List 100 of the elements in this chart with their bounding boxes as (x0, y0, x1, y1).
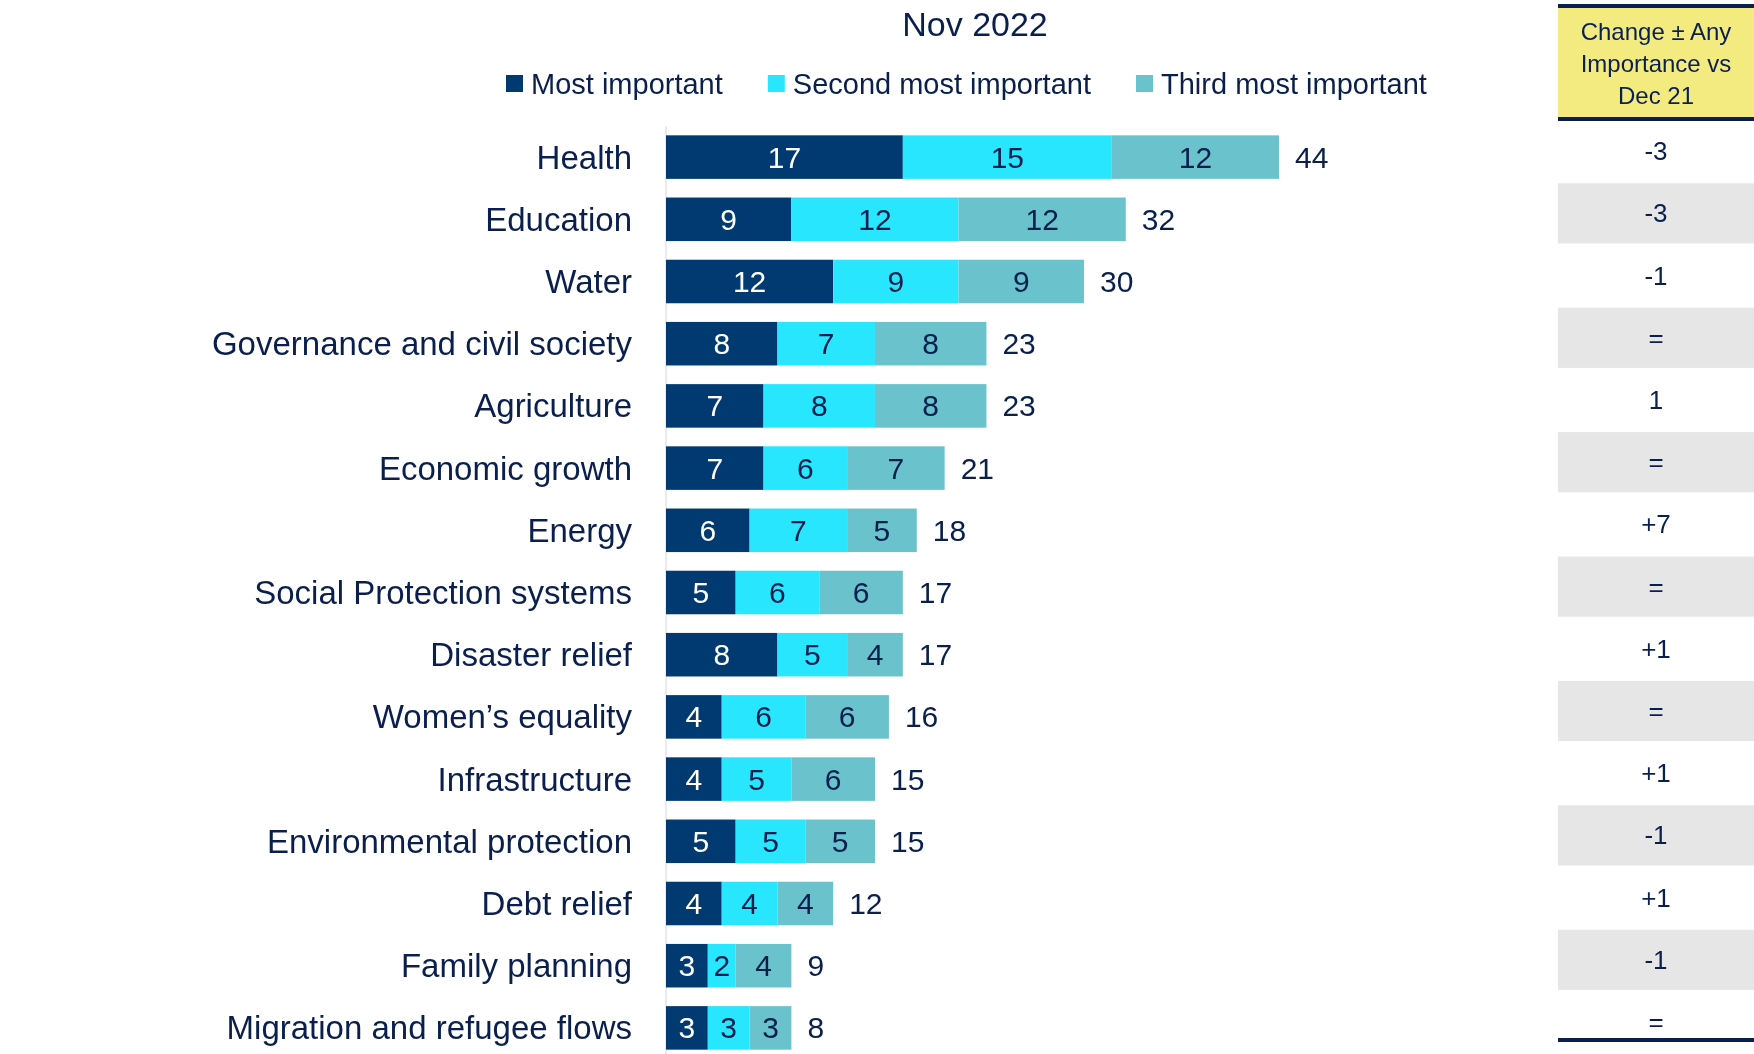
data-label: 5 (803, 638, 821, 672)
bar (777, 632, 848, 677)
total-label: 16 (904, 700, 939, 734)
data-label: 5 (831, 824, 849, 858)
bar (1111, 135, 1279, 179)
bar (666, 757, 722, 801)
data-label: 4 (741, 887, 758, 920)
bar (666, 819, 736, 864)
y-tick-label: Water (545, 263, 632, 301)
bar (749, 508, 848, 553)
data-label: 4 (685, 762, 703, 796)
data-label: 6 (852, 576, 870, 609)
bar (735, 943, 792, 988)
text: -3 (1644, 198, 1668, 229)
bar (805, 695, 889, 739)
bar (666, 197, 792, 242)
data-label: 5 (748, 762, 765, 796)
legend-label: Third most important (1161, 68, 1427, 101)
total-label: 9 (807, 949, 825, 983)
y-tick-label: Social Protection systems (254, 574, 632, 612)
data-label: 12 (858, 202, 892, 236)
text: -3 (1644, 136, 1668, 167)
total-label: 17 (918, 638, 953, 672)
bar (874, 384, 987, 428)
text: = (1648, 447, 1664, 478)
bar (777, 321, 875, 366)
data-label: 4 (685, 700, 703, 734)
data-label: 8 (922, 327, 940, 361)
bar (805, 819, 875, 864)
text: = (1648, 322, 1664, 353)
data-label: 5 (762, 824, 779, 858)
bar (666, 384, 764, 428)
total-label: 23 (1002, 327, 1036, 361)
y-tick-label: Education (485, 200, 632, 238)
text: +1 (1641, 882, 1671, 913)
y-tick-label: Agriculture (474, 387, 632, 425)
total-label: 12 (849, 887, 883, 920)
data-label: 7 (887, 451, 905, 485)
y-tick-label: Debt relief (481, 885, 633, 923)
y-tick-label: Women’s equality (372, 698, 633, 736)
data-label: 8 (810, 389, 828, 423)
data-label: 6 (769, 576, 786, 609)
text: Change ± Any Importance vs Dec 21 (1580, 18, 1732, 110)
data-label: 4 (685, 887, 703, 920)
data-label: 6 (755, 700, 772, 734)
bar (666, 943, 708, 988)
bar (735, 819, 806, 864)
bar (666, 695, 722, 739)
bar (847, 632, 903, 677)
text: -1 (1644, 944, 1668, 975)
total-label: 17 (918, 576, 953, 609)
data-label: 3 (720, 1011, 738, 1045)
data-label: 15 (990, 140, 1025, 174)
data-label: 6 (699, 513, 717, 547)
total-label: 15 (890, 824, 925, 858)
chart-title: Nov 2022 (902, 5, 1048, 43)
y-tick-label: Disaster relief (430, 636, 633, 674)
bar (666, 135, 903, 179)
text: 1 (1648, 385, 1664, 415)
data-label: 3 (762, 1011, 779, 1045)
data-label: 12 (1178, 140, 1213, 174)
bar (666, 570, 736, 615)
data-label: 7 (790, 513, 807, 547)
bar (958, 197, 1126, 242)
bar (721, 695, 806, 739)
bar (666, 321, 778, 366)
data-label: 9 (1012, 265, 1030, 298)
bar (666, 508, 750, 553)
data-label: 17 (767, 140, 802, 174)
text: +1 (1641, 633, 1671, 664)
data-label: 12 (1025, 202, 1059, 236)
data-label: 7 (706, 451, 724, 485)
text: -1 (1644, 260, 1668, 291)
bar (666, 881, 722, 926)
data-label: 3 (678, 1011, 696, 1045)
text: -1 (1644, 820, 1668, 851)
data-label: 4 (796, 887, 814, 920)
total-label: 44 (1295, 140, 1329, 174)
data-label: 6 (838, 700, 856, 734)
y-tick-label: Energy (527, 511, 633, 549)
y-tick-label: Health (536, 138, 632, 176)
data-label: 9 (720, 202, 738, 236)
data-label: 6 (796, 451, 814, 485)
text: +7 (1641, 509, 1671, 540)
bar (666, 1006, 708, 1050)
bar (847, 446, 945, 490)
bar (902, 135, 1112, 179)
y-tick-label: Migration and refugee flows (226, 1009, 632, 1047)
bar (721, 757, 792, 801)
bar (847, 508, 917, 553)
bar (707, 1006, 750, 1050)
total-label: 18 (932, 513, 967, 547)
data-label: 12 (732, 265, 767, 298)
data-label: 6 (824, 762, 842, 796)
total-label: 21 (960, 451, 995, 485)
data-label: 3 (678, 949, 696, 983)
data-label: 8 (922, 389, 940, 423)
y-tick-label: Infrastructure (437, 760, 632, 798)
bar (777, 881, 834, 926)
bar (958, 259, 1084, 304)
